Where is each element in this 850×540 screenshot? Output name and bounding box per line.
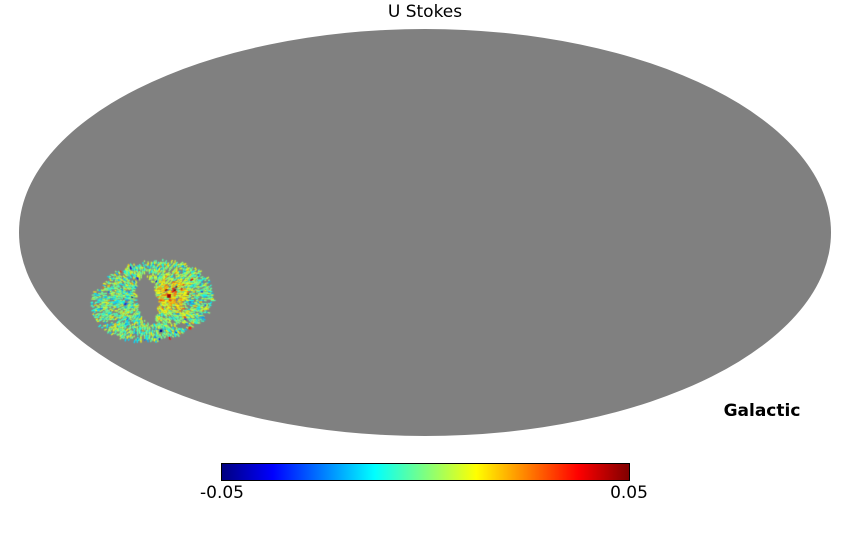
colorbar	[221, 463, 630, 481]
colorbar-min-label: -0.05	[200, 483, 244, 503]
coordinate-system-label: Galactic	[723, 401, 801, 421]
colorbar-max-label: 0.05	[610, 483, 648, 503]
